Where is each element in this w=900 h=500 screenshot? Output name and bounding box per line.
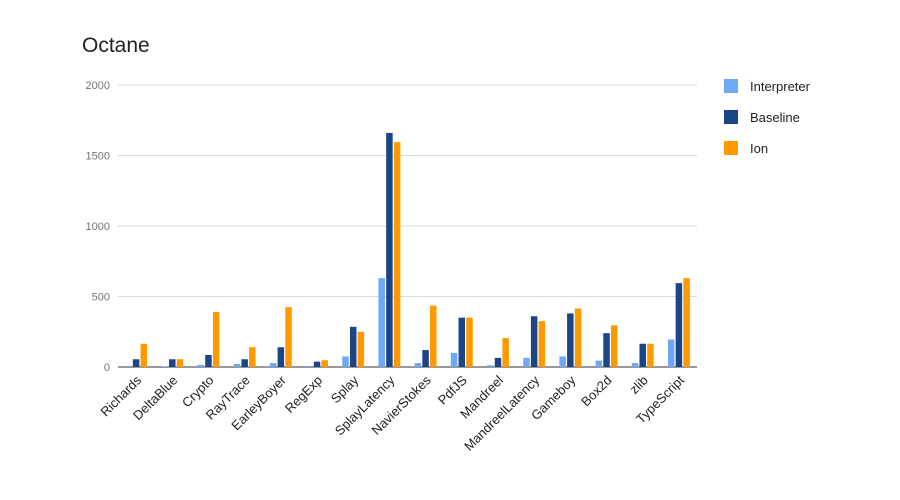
bar-baseline [169,359,176,367]
bar-baseline [530,316,538,367]
bar-interpreter [269,363,277,367]
x-tick-label: RegExp [282,373,325,416]
bar-baseline [132,359,140,367]
bar-ion [538,321,546,367]
bar-interpreter [595,360,603,367]
bar-baseline [349,326,357,367]
bar-baseline [313,361,321,367]
bar-ion [430,305,437,367]
x-tick-label: Box2d [578,373,615,410]
bar-ion [647,343,654,367]
bar-ion [610,325,618,367]
bar-baseline [458,317,466,367]
bar-ion [502,338,509,367]
bar-interpreter [631,363,639,367]
legend-label: Baseline [750,110,800,125]
bar-ion [466,317,473,367]
bar-ion [393,142,401,367]
bar-baseline [241,359,248,367]
bar-ion [249,347,256,367]
y-tick-label: 2000 [86,80,110,92]
bar-interpreter [306,366,313,367]
bar-interpreter [414,363,422,367]
y-tick-label: 1500 [86,151,110,163]
bar-ion [140,343,148,367]
legend-label: Ion [750,141,768,156]
chart-title: Octane [82,34,150,57]
bar-interpreter [487,365,494,367]
legend-swatch [724,79,738,93]
bar-interpreter [161,366,168,367]
x-tick-label: Splay [328,372,362,406]
bar-interpreter [378,278,385,367]
bar-interpreter [125,365,132,367]
bar-baseline [205,355,212,367]
bar-interpreter [233,363,241,367]
bar-interpreter [450,352,458,367]
bar-interpreter [197,364,205,367]
legend-label: Interpreter [750,79,811,94]
bar-baseline [675,283,683,367]
y-tick-label: 500 [92,292,110,304]
y-tick-label: 1000 [86,221,110,233]
bar-interpreter [559,356,566,367]
bar-ion [683,278,690,367]
bar-baseline [603,333,610,367]
bar-ion [285,307,292,367]
bar-ion [321,360,328,367]
x-tick-label: zlib [626,373,650,397]
bar-ion [176,359,184,367]
bar-ion [357,331,365,367]
bar-baseline [277,347,285,367]
bar-baseline [386,132,393,367]
y-tick-label: 0 [104,362,110,374]
legend-swatch [724,110,738,124]
bar-interpreter [667,339,675,367]
bar-interpreter [342,356,349,367]
bar-ion [574,308,582,367]
bar-baseline [494,357,502,367]
bar-baseline [639,343,646,367]
bar-interpreter [523,357,530,367]
bar-ion [212,312,220,367]
legend-swatch [724,141,738,155]
bar-baseline [422,350,429,367]
bar-baseline [567,313,574,367]
